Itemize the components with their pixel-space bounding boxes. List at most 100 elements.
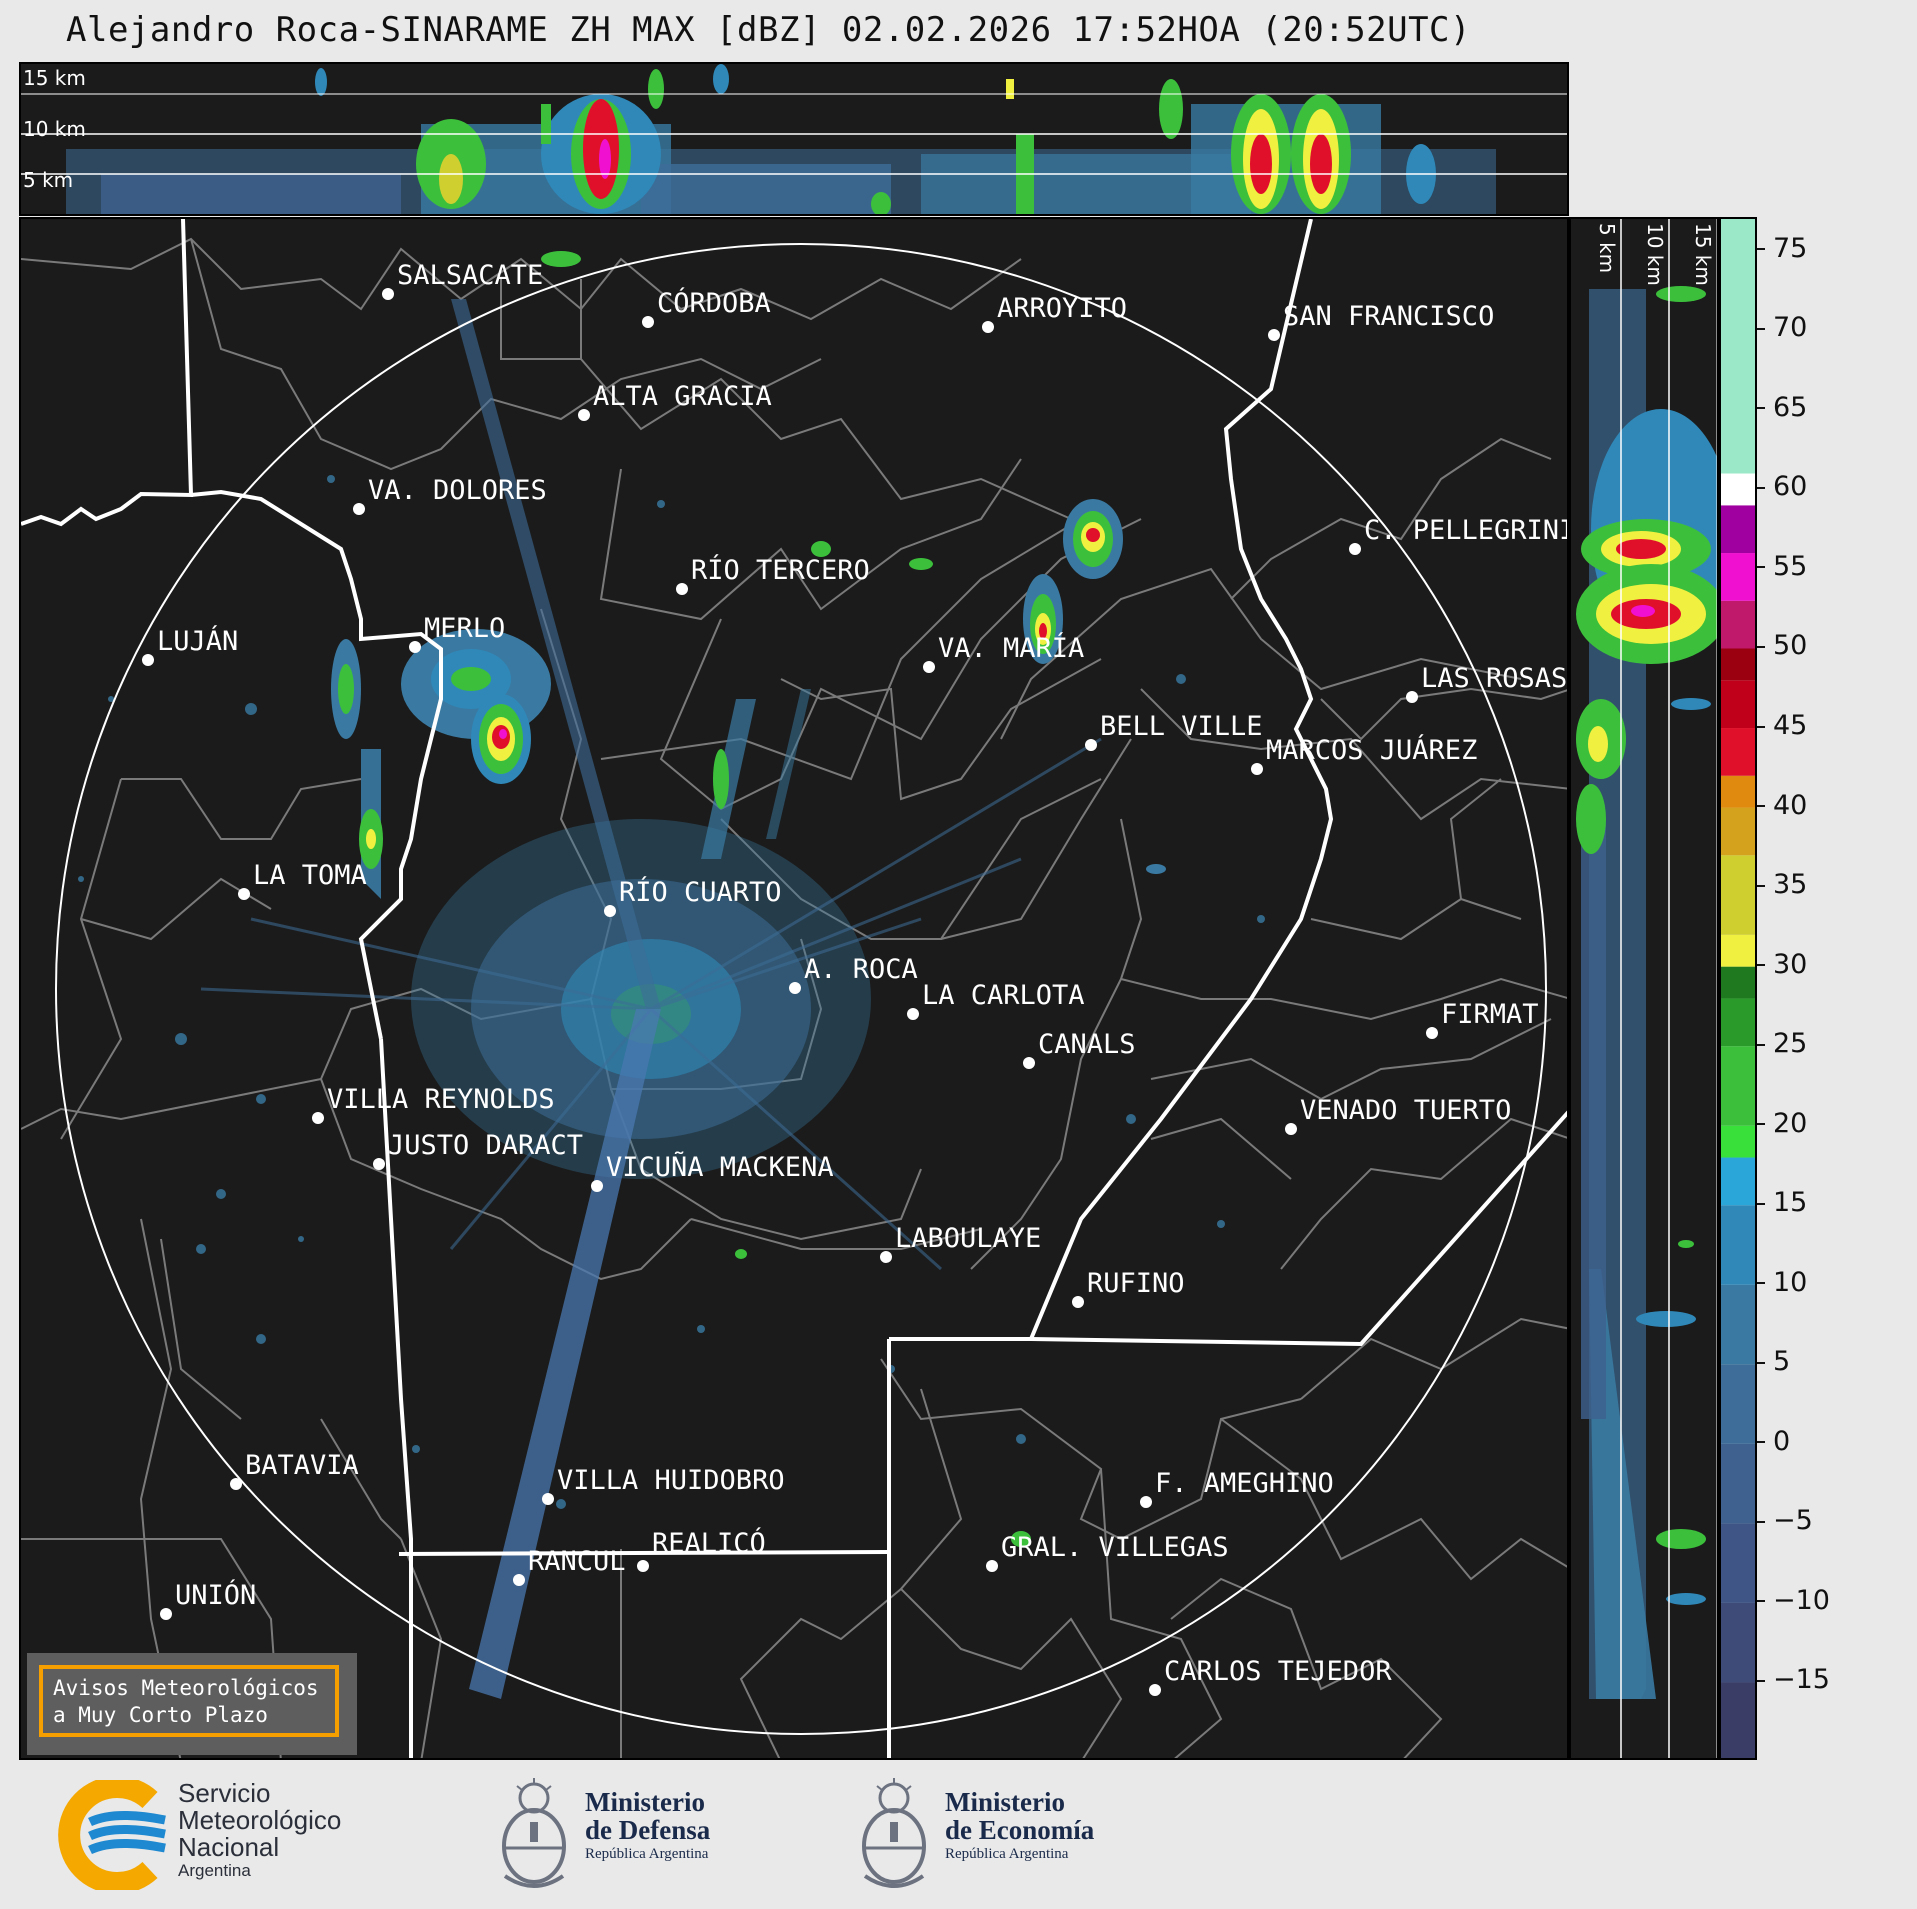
city-label: MERLO — [424, 613, 505, 644]
city-label: SALSACATE — [397, 260, 543, 291]
city-label: SAN FRANCISCO — [1283, 301, 1494, 332]
top-cross-section-echoes — [21, 64, 1567, 214]
smn-line-2: Meteorológico — [178, 1805, 342, 1835]
city-label: RUFINO — [1087, 1268, 1185, 1299]
economia-line-2: de Economía — [945, 1815, 1095, 1845]
city-dot — [642, 316, 654, 328]
city-marcos-juarez: MARCOS JUÁREZ — [1251, 734, 1477, 775]
city-label: VICUÑA MACKENA — [606, 1151, 834, 1183]
warning-line-1: Avisos Meteorológicos — [53, 1676, 319, 1700]
city-cordoba: CÓRDOBA — [642, 287, 771, 328]
city-batavia: BATAVIA — [230, 1450, 359, 1490]
city-lujan: LUJÁN — [142, 625, 238, 666]
city-dot — [1072, 1296, 1084, 1308]
colorbar-band — [1721, 1364, 1755, 1444]
colorbar-band — [1721, 600, 1755, 649]
colorbar-tick-label: −10 — [1757, 1585, 1830, 1616]
city-arroyito: ARROYITO — [982, 293, 1127, 333]
city-dot — [1426, 1027, 1438, 1039]
city-dot — [907, 1008, 919, 1020]
city-label: UNIÓN — [175, 1579, 256, 1611]
city-label: MARCOS JUÁREZ — [1266, 734, 1477, 766]
colorbar-tick-label: 0 — [1757, 1426, 1790, 1457]
radar-site-dot — [789, 982, 801, 994]
colorbar-band — [1721, 728, 1755, 776]
top-alt-label-10: 10 km — [23, 117, 86, 141]
city-label: RÍO CUARTO — [619, 876, 782, 908]
city-dot — [1149, 1684, 1161, 1696]
colorbar-tick-label: 40 — [1757, 790, 1807, 821]
city-dot — [142, 654, 154, 666]
colorbar-band — [1721, 1205, 1755, 1285]
side-alt-label-15: 15 km — [1691, 223, 1715, 286]
city-dot — [604, 905, 616, 917]
colorbar-band — [1721, 966, 1755, 999]
side-alt-label-5: 5 km — [1595, 223, 1619, 274]
city-dot — [982, 321, 994, 333]
city-label: FIRMAT — [1441, 999, 1539, 1030]
city-dot — [637, 1560, 649, 1572]
dbz-colorbar — [1719, 217, 1757, 1760]
ministerio-defensa-logo: Ministerio de Defensa República Argentin… — [495, 1776, 755, 1896]
city-label: VA. DOLORES — [368, 475, 547, 506]
city-carlos-tejedor: CARLOS TEJEDOR — [1149, 1656, 1392, 1696]
colorbar-tick-label: 75 — [1757, 233, 1807, 264]
colorbar-band — [1721, 1046, 1755, 1126]
cities-layer: SALSACATE CÓRDOBA ARROYITO SAN FRANCISCO… — [142, 260, 1567, 1696]
city-label: VILLA REYNOLDS — [327, 1084, 555, 1115]
dbz-colorbar-scale — [1721, 219, 1755, 1758]
city-label: LUJÁN — [157, 625, 238, 657]
city-label: ARROYITO — [997, 293, 1127, 324]
city-vicuna-mackena: VICUÑA MACKENA — [591, 1151, 834, 1192]
city-merlo: MERLO — [409, 613, 505, 653]
city-dot — [1406, 691, 1418, 703]
radar-map: SALSACATE CÓRDOBA ARROYITO SAN FRANCISCO… — [21, 219, 1567, 1758]
province-boundaries — [21, 219, 1567, 1758]
colorbar-band — [1721, 219, 1755, 474]
city-san-francisco: SAN FRANCISCO — [1268, 301, 1494, 341]
city-label: LABOULAYE — [895, 1223, 1041, 1254]
colorbar-tick-label: 65 — [1757, 392, 1807, 423]
city-dot — [676, 583, 688, 595]
city-dot — [1023, 1057, 1035, 1069]
city-label: LA CARLOTA — [922, 980, 1085, 1011]
city-la-carlota: LA CARLOTA — [907, 980, 1085, 1020]
colorbar-band — [1721, 1284, 1755, 1365]
colorbar-tick-label: 70 — [1757, 312, 1807, 343]
city-union: UNIÓN — [160, 1579, 256, 1620]
city-dot — [373, 1158, 385, 1170]
city-label: GRAL. VILLEGAS — [1001, 1532, 1229, 1563]
map-title: Alejandro Roca-SINARAME ZH MAX [dBZ] 02.… — [66, 10, 1471, 50]
city-justo-daract: JUSTO DARACT — [373, 1130, 583, 1170]
city-villa-reynolds: VILLA REYNOLDS — [312, 1084, 555, 1124]
city-rufino: RUFINO — [1072, 1268, 1185, 1308]
colorbar-tick-label: 30 — [1757, 949, 1807, 980]
city-dot — [1140, 1496, 1152, 1508]
colorbar-tick-label: 10 — [1757, 1267, 1807, 1298]
city-las-rosas: LAS ROSAS — [1406, 663, 1567, 703]
ministerio-economia-logo: Ministerio de Economía República Argenti… — [855, 1776, 1135, 1896]
city-dot — [1085, 739, 1097, 751]
city-dot — [1251, 763, 1263, 775]
city-label: RANCUL — [528, 1546, 626, 1577]
city-label: BATAVIA — [245, 1450, 359, 1481]
defensa-line-2: de Defensa — [585, 1815, 711, 1845]
city-label: RÍO TERCERO — [691, 554, 870, 586]
city-c-pellegrini: C. PELLEGRINI — [1349, 515, 1567, 555]
argentina-coat-of-arms-icon — [862, 1778, 926, 1888]
side-echo-band — [1576, 286, 1717, 1699]
smn-logo: Servicio Meteorológico Nacional Argentin… — [55, 1780, 385, 1890]
argentina-coat-of-arms-icon — [502, 1778, 566, 1888]
radar-echoes — [78, 251, 1265, 1699]
colorbar-band — [1721, 807, 1755, 856]
city-firmat: FIRMAT — [1426, 999, 1539, 1039]
colorbar-band — [1721, 680, 1755, 729]
city-label: VENADO TUERTO — [1300, 1095, 1511, 1126]
colorbar-band — [1721, 775, 1755, 808]
city-label: CÓRDOBA — [657, 287, 771, 319]
very-short-term-warnings-link[interactable]: Avisos Meteorológicos a Muy Corto Plazo — [27, 1653, 357, 1755]
city-label: BELL VILLE — [1100, 711, 1263, 742]
city-label: A. ROCA — [804, 954, 918, 985]
city-label: VILLA HUIDOBRO — [557, 1465, 785, 1496]
city-dot — [312, 1112, 324, 1124]
